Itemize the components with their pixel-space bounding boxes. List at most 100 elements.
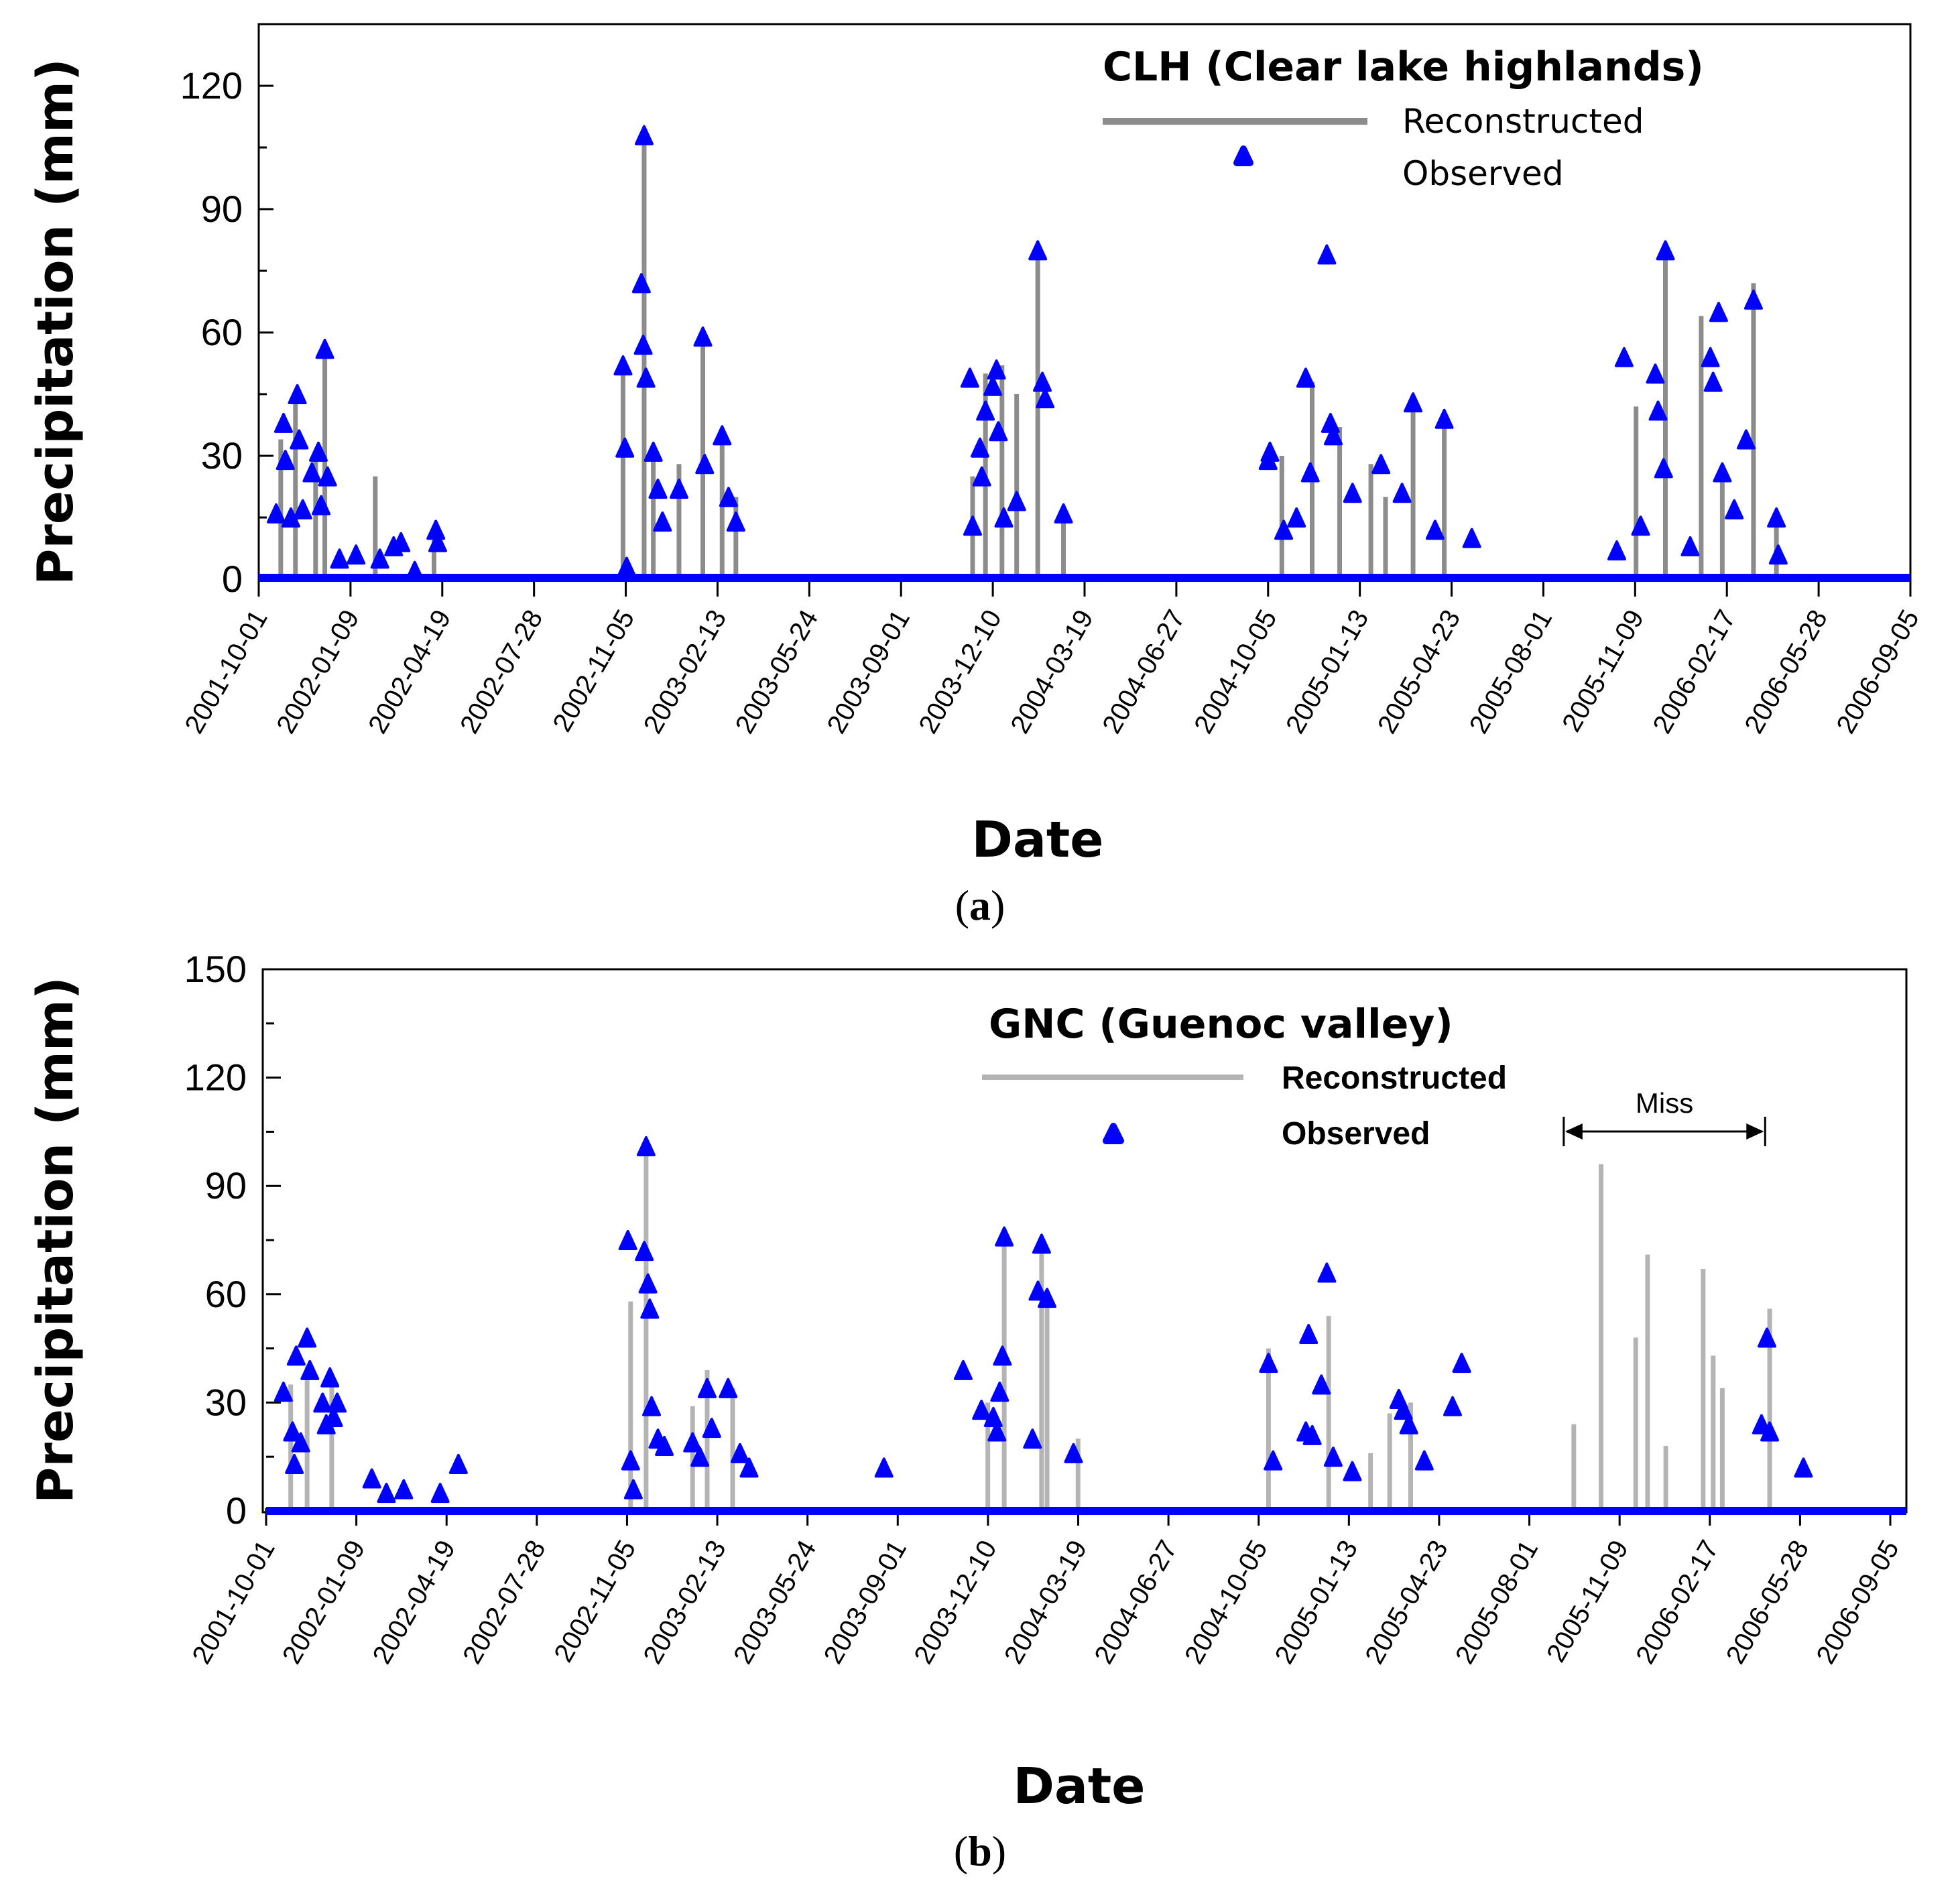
y-ticks-b: 0 30 60 90 120 150 [184, 948, 281, 1532]
panel-label-a-open: ( [955, 881, 969, 929]
reconstructed-spike [1751, 283, 1756, 579]
observed-point [1023, 1428, 1042, 1449]
x-tick-label: 2003-05-24 [728, 1536, 822, 1669]
panel-label-b-open: ( [954, 1827, 968, 1875]
x-tick-label: 2003-12-10 [908, 1536, 1002, 1669]
series-reconstructed-b [288, 1150, 1772, 1511]
reconstructed-spike [293, 394, 298, 579]
observed-point [1028, 1280, 1048, 1301]
reconstructed-spike [1337, 427, 1343, 579]
x-tick-label: 2001-10-01 [179, 605, 273, 739]
observed-point [428, 532, 447, 552]
observed-point [293, 499, 312, 519]
reconstructed-spike [999, 365, 1005, 579]
y-axis-label-b: Precipitation (mm) [27, 977, 84, 1504]
reconstructed-spike [1599, 1164, 1604, 1511]
y-tick-label: 120 [184, 1056, 247, 1099]
observed-point [1038, 1288, 1057, 1308]
x-tick-label: 2002-07-28 [454, 605, 548, 739]
observed-point [1758, 1327, 1777, 1348]
reconstructed-spike [705, 1369, 710, 1511]
reconstructed-spike [1699, 316, 1704, 579]
observed-point [1794, 1457, 1813, 1478]
observed-point [288, 384, 307, 404]
y-tick-label: 30 [205, 1381, 247, 1423]
observed-point [1321, 412, 1340, 433]
panel-label-b-close: ) [992, 1827, 1006, 1875]
observed-point [1299, 1324, 1319, 1345]
observed-point [1452, 1353, 1471, 1373]
x-tick-label: 2003-02-13 [638, 605, 732, 739]
legend-label-reconstructed-b: Reconstructed [1282, 1060, 1507, 1096]
observed-point [1259, 1353, 1278, 1373]
observed-point [1736, 429, 1756, 450]
observed-point [683, 1432, 702, 1453]
reconstructed-spike [1442, 422, 1447, 579]
observed-point [995, 1226, 1014, 1247]
observed-point [1703, 371, 1723, 392]
observed-point [972, 466, 991, 487]
reconstructed-spike [1001, 1236, 1007, 1511]
missing-data-label: Miss [1636, 1087, 1693, 1119]
observed-point [623, 1479, 643, 1499]
x-tick-label: 2005-08-01 [1450, 1536, 1544, 1669]
observed-point [648, 479, 668, 499]
x-tick-label: 2005-01-13 [1270, 1536, 1363, 1669]
observed-point [1302, 1424, 1322, 1445]
observed-point [983, 1406, 1003, 1427]
observed-point [1767, 507, 1786, 528]
x-tick-label: 2004-10-05 [1179, 1536, 1273, 1669]
observed-point [312, 495, 331, 515]
series-observed-b [273, 1136, 1813, 1504]
observed-point [730, 1443, 749, 1463]
observed-point [1394, 1400, 1413, 1420]
reconstructed-spike [644, 1150, 649, 1511]
observed-point [283, 1421, 302, 1442]
observed-point [1264, 1450, 1283, 1471]
x-tick-label: 2004-03-19 [1005, 605, 1099, 739]
observed-point [989, 421, 1008, 442]
observed-point [1607, 540, 1626, 561]
observed-point [1752, 1414, 1771, 1434]
x-tick-label: 2005-04-23 [1372, 605, 1466, 739]
reconstructed-spike [329, 1373, 334, 1511]
x-tick-label: 2005-01-13 [1280, 605, 1374, 738]
observed-point [1631, 515, 1650, 536]
reconstructed-spike [1701, 1269, 1706, 1511]
observed-point [970, 437, 989, 458]
reconstructed-spike [1711, 1355, 1716, 1511]
observed-point [618, 1230, 637, 1250]
panel-label-b-letter: b [968, 1827, 992, 1875]
legend-label-observed-b: Observed [1282, 1116, 1430, 1152]
observed-point [615, 437, 635, 458]
x-tick-label: 2004-06-27 [1089, 1536, 1182, 1669]
observed-point [963, 515, 982, 536]
x-axis-label-a: Date [972, 811, 1104, 869]
reconstructed-spike [690, 1406, 695, 1511]
observed-point [976, 400, 995, 421]
observed-point [640, 1298, 660, 1319]
panel-label-a: (a) [955, 881, 1005, 929]
observed-point [391, 532, 411, 552]
observed-point [719, 487, 738, 507]
observed-point [1614, 347, 1634, 367]
reconstructed-spike [1387, 1413, 1392, 1511]
observed-point [1743, 289, 1763, 310]
observed-point [1701, 347, 1720, 367]
observed-point [286, 1345, 306, 1366]
observed-point [267, 503, 286, 524]
observed-point [1680, 536, 1700, 556]
observed-point [690, 1447, 710, 1467]
observed-point [300, 1359, 320, 1380]
observed-point [291, 1432, 310, 1453]
observed-point [693, 326, 713, 347]
observed-point [1033, 371, 1052, 392]
observed-point [320, 1367, 340, 1388]
reconstructed-spike [1044, 1294, 1050, 1511]
reconstructed-spike [1279, 456, 1284, 579]
observed-point [874, 1457, 894, 1478]
chart-title-a: CLH (Clear lake highlands) [1103, 44, 1704, 90]
observed-point [1646, 363, 1665, 384]
observed-point [1713, 462, 1732, 483]
